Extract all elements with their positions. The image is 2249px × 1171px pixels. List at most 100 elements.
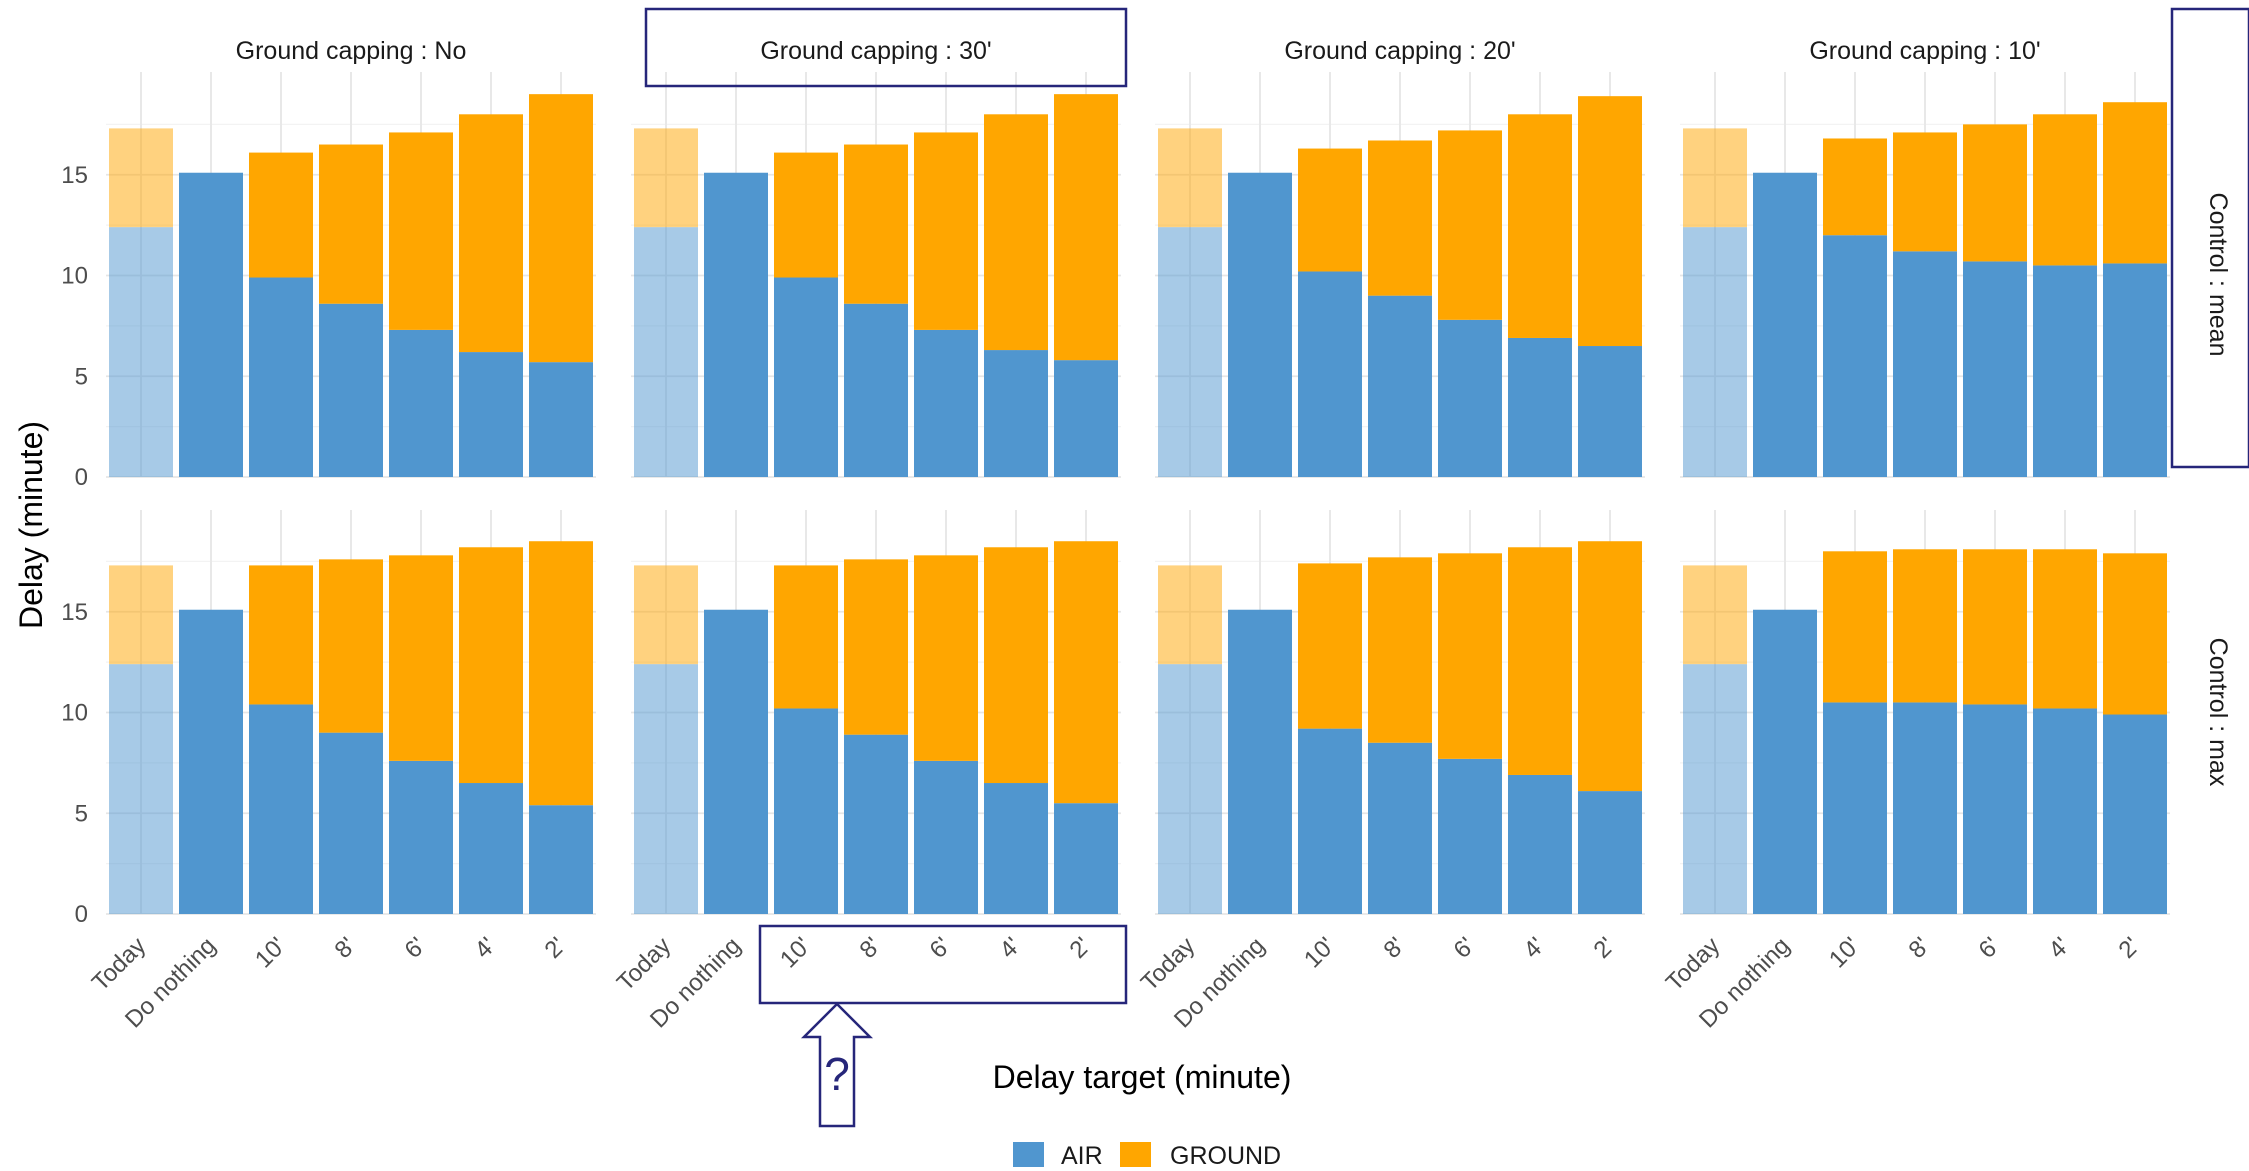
- bar-ground: [529, 94, 593, 363]
- bar-ground: [459, 114, 523, 353]
- bar-air: [704, 609, 768, 914]
- bar-air: [1054, 803, 1118, 914]
- bar-ground: [1054, 94, 1118, 361]
- y-tick-label: 0: [75, 901, 88, 928]
- x-tick-label: 4': [994, 932, 1026, 964]
- bar-air: [1823, 702, 1887, 914]
- bar-ground: [1438, 553, 1502, 759]
- bar-air: [2033, 708, 2097, 914]
- x-tick-label: 10': [775, 932, 816, 973]
- bar-air: [319, 303, 383, 477]
- bar-ground: [1298, 148, 1362, 272]
- x-tick-label: 2': [2113, 932, 2145, 964]
- x-tick-label: 6': [1448, 932, 1480, 964]
- bar-air: [1368, 295, 1432, 477]
- bar-air: [914, 760, 978, 914]
- bar-air: [1893, 251, 1957, 477]
- x-tick-label: 8': [1903, 932, 1935, 964]
- bar-ground: [1508, 114, 1572, 338]
- bar-air: [2033, 265, 2097, 477]
- y-axis-title: Delay (minute): [13, 421, 49, 629]
- facet-row-label: Control : mean: [2204, 193, 2232, 357]
- x-tick-label: 10': [1299, 932, 1340, 973]
- bar-air: [1438, 319, 1502, 477]
- bar-air: [704, 172, 768, 478]
- bar-ground: [459, 547, 523, 784]
- x-tick-label: 8': [1378, 932, 1410, 964]
- bar-air: [1508, 774, 1572, 914]
- bar-air: [179, 609, 243, 914]
- x-tick-label: Today: [1136, 932, 1200, 996]
- y-tick-label: 5: [75, 800, 88, 827]
- bar-ground: [984, 114, 1048, 351]
- bar-ground: [319, 559, 383, 733]
- bar-ground: [1578, 96, 1642, 347]
- bar-ground: [774, 565, 838, 709]
- bar-ground: [1368, 140, 1432, 296]
- bar-ground: [109, 565, 173, 665]
- bar-ground: [1893, 132, 1957, 252]
- bar-ground: [2103, 553, 2167, 715]
- x-tick-label: 2': [1064, 932, 1096, 964]
- bar-ground: [634, 565, 698, 665]
- bar-air: [1368, 742, 1432, 914]
- bar-air: [1963, 704, 2027, 914]
- bar-air: [1158, 227, 1222, 477]
- bar-air: [2103, 263, 2167, 477]
- bar-air: [389, 329, 453, 477]
- bar-ground: [1963, 124, 2027, 262]
- bar-air: [1228, 609, 1292, 914]
- x-tick-label: Today: [87, 932, 151, 996]
- y-tick-label: 15: [61, 162, 88, 189]
- x-tick-label: 8': [854, 932, 886, 964]
- bar-air: [529, 362, 593, 477]
- bar-ground: [1158, 128, 1222, 228]
- bar-air: [459, 783, 523, 914]
- bar-air: [984, 783, 1048, 914]
- bar-air: [2103, 714, 2167, 914]
- bar-ground: [1298, 563, 1362, 729]
- bar-ground: [389, 132, 453, 330]
- bar-ground: [1578, 541, 1642, 792]
- y-tick-label: 10: [61, 700, 88, 727]
- bar-ground: [634, 128, 698, 228]
- facet-column-label: Ground capping : 30': [760, 37, 991, 65]
- bar-ground: [1823, 551, 1887, 703]
- bar-ground: [2103, 102, 2167, 264]
- bar-ground: [914, 555, 978, 761]
- bar-air: [1963, 261, 2027, 477]
- bar-air: [634, 664, 698, 914]
- bar-air: [1054, 360, 1118, 477]
- highlight-box-targets: [758, 924, 1128, 1005]
- x-tick-label: 8': [329, 932, 361, 964]
- bar-air: [984, 350, 1048, 477]
- bar-air: [1298, 728, 1362, 914]
- bar-ground: [984, 547, 1048, 784]
- x-tick-label: 4': [2043, 932, 2075, 964]
- bar-air: [1683, 664, 1747, 914]
- bar-air: [1893, 702, 1957, 914]
- bar-ground: [109, 128, 173, 228]
- bar-air: [1578, 346, 1642, 477]
- x-tick-label: Today: [1661, 932, 1725, 996]
- x-tick-label: 6': [1973, 932, 2005, 964]
- bar-air: [1508, 337, 1572, 477]
- y-tick-label: 10: [61, 263, 88, 290]
- bar-ground: [389, 555, 453, 761]
- x-tick-label: 4': [1518, 932, 1550, 964]
- bar-ground: [529, 541, 593, 806]
- bar-air: [1438, 758, 1502, 914]
- bar-air: [1578, 791, 1642, 914]
- annotations: ?: [644, 7, 2249, 1128]
- bar-air: [774, 708, 838, 914]
- bar-ground: [1508, 547, 1572, 775]
- bar-ground: [1823, 138, 1887, 236]
- bar-air: [1823, 235, 1887, 477]
- y-tick-label: 5: [75, 363, 88, 390]
- bar-air: [319, 732, 383, 914]
- bar-ground: [2033, 549, 2097, 709]
- legend-key-ground: [1120, 1142, 1151, 1167]
- bar-air: [1298, 271, 1362, 477]
- bar-ground: [844, 559, 908, 735]
